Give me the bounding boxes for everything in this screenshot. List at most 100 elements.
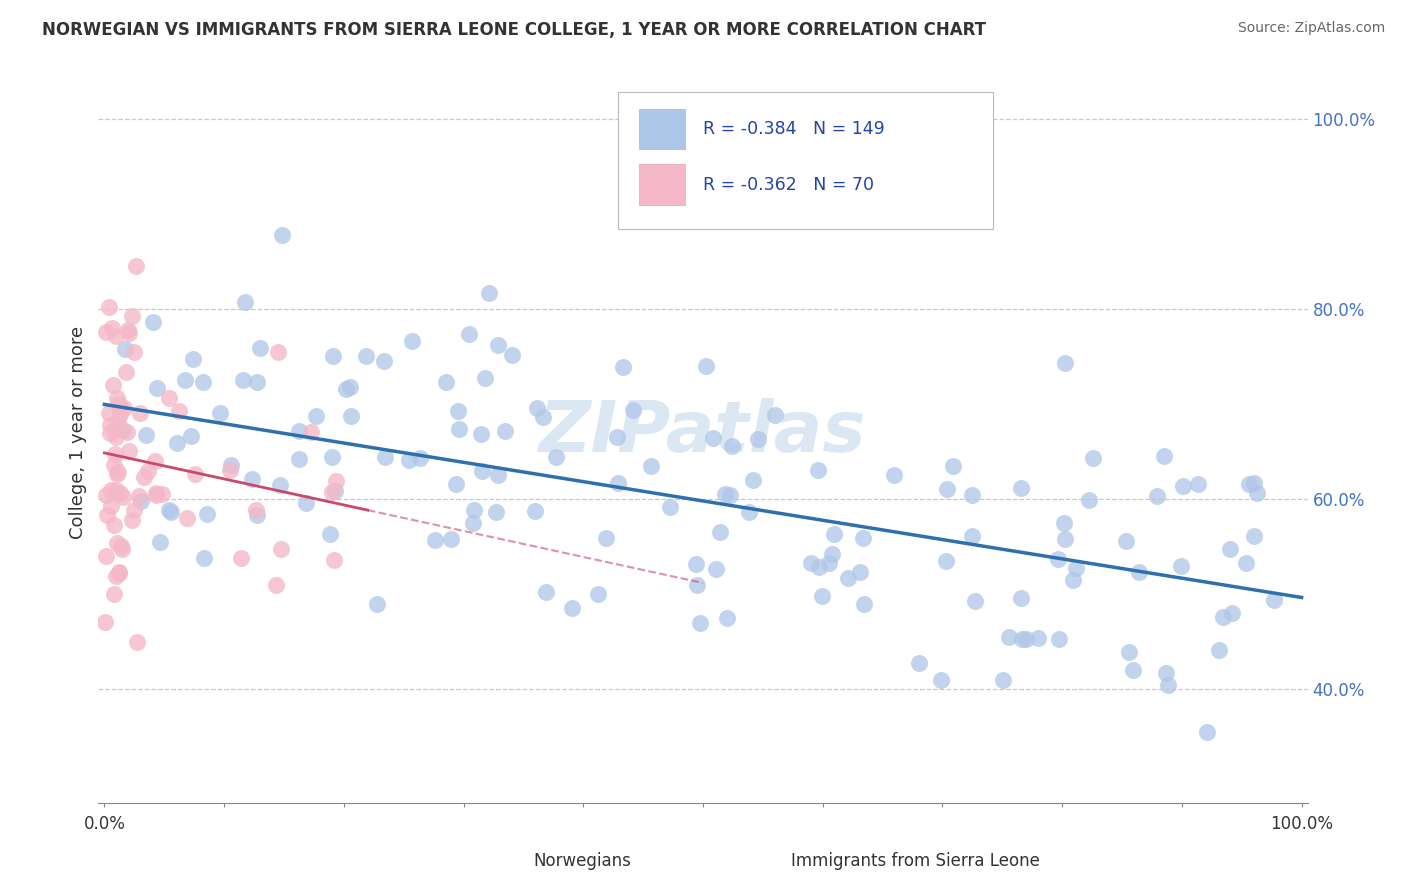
Point <box>249 341 271 355</box>
Point <box>486 468 509 483</box>
Point <box>129 493 152 508</box>
Point <box>181 352 204 367</box>
Point <box>240 472 263 486</box>
Point <box>118 444 141 458</box>
Point <box>800 556 823 570</box>
Point <box>110 542 132 557</box>
Point <box>105 535 128 549</box>
Text: R = -0.384   N = 149: R = -0.384 N = 149 <box>703 120 884 138</box>
Point <box>1128 565 1150 579</box>
Point <box>1026 631 1049 645</box>
Point <box>125 635 148 649</box>
Point <box>245 503 267 517</box>
Point <box>118 326 141 340</box>
Point <box>991 673 1014 687</box>
Point <box>104 447 127 461</box>
Point <box>100 320 122 334</box>
Point <box>97 301 120 315</box>
FancyBboxPatch shape <box>619 92 993 229</box>
Point <box>103 458 125 472</box>
Point <box>160 505 183 519</box>
Point <box>474 370 496 384</box>
Point <box>124 345 146 359</box>
Point <box>810 589 832 603</box>
Point <box>837 571 859 585</box>
Point <box>484 505 506 519</box>
Point <box>98 418 121 433</box>
Point <box>1263 593 1285 607</box>
Point <box>960 488 983 502</box>
Point <box>501 348 523 362</box>
Point <box>94 325 117 339</box>
Point <box>807 559 830 574</box>
Point <box>929 673 952 688</box>
Point <box>1239 477 1261 491</box>
Point <box>689 615 711 630</box>
Point <box>321 484 343 499</box>
Point <box>1046 552 1069 566</box>
Point <box>122 503 145 517</box>
Point <box>135 427 157 442</box>
Point <box>94 549 117 564</box>
Point <box>1118 645 1140 659</box>
Point <box>110 485 132 500</box>
Point <box>685 557 707 571</box>
Point <box>612 360 634 375</box>
Point <box>231 550 253 565</box>
Text: R = -0.362   N = 70: R = -0.362 N = 70 <box>703 176 875 194</box>
Point <box>1173 479 1195 493</box>
FancyBboxPatch shape <box>638 109 685 150</box>
Point <box>709 524 731 539</box>
Point <box>1212 610 1234 624</box>
Point <box>942 458 965 473</box>
Point <box>125 259 148 273</box>
Point <box>270 228 292 243</box>
Point <box>1053 532 1076 546</box>
Point <box>107 414 129 428</box>
Point <box>288 424 311 438</box>
Point <box>246 508 269 522</box>
Point <box>107 397 129 411</box>
Point <box>107 465 129 479</box>
Point <box>659 500 682 515</box>
Point <box>409 450 432 465</box>
Point <box>471 463 494 477</box>
Point <box>807 463 830 477</box>
Point <box>908 656 931 670</box>
Point <box>470 426 492 441</box>
Point <box>1154 666 1177 681</box>
Point <box>820 547 842 561</box>
FancyBboxPatch shape <box>638 164 685 205</box>
Point <box>112 401 135 415</box>
Point <box>159 503 181 517</box>
Point <box>1064 561 1087 575</box>
Point <box>101 378 124 392</box>
Point <box>111 423 134 437</box>
Point <box>219 458 242 473</box>
Point <box>494 424 516 438</box>
Point <box>267 344 290 359</box>
Point <box>294 495 316 509</box>
Point <box>145 381 167 395</box>
Point <box>463 502 485 516</box>
Point <box>166 435 188 450</box>
Point <box>458 327 481 342</box>
Point <box>449 422 471 436</box>
Point <box>434 375 457 389</box>
Point <box>354 349 377 363</box>
Point <box>323 483 346 498</box>
Point <box>94 615 117 629</box>
Point <box>264 578 287 592</box>
Point <box>167 404 190 418</box>
Point <box>1077 493 1099 508</box>
Point <box>544 450 567 464</box>
Point <box>305 409 328 423</box>
Point <box>235 295 257 310</box>
Point <box>883 468 905 483</box>
Point <box>446 477 468 491</box>
Point <box>366 597 388 611</box>
Point <box>1053 356 1076 370</box>
Point <box>935 554 957 568</box>
Text: Norwegians: Norwegians <box>534 852 631 871</box>
Text: ZIPatlas: ZIPatlas <box>540 398 866 467</box>
